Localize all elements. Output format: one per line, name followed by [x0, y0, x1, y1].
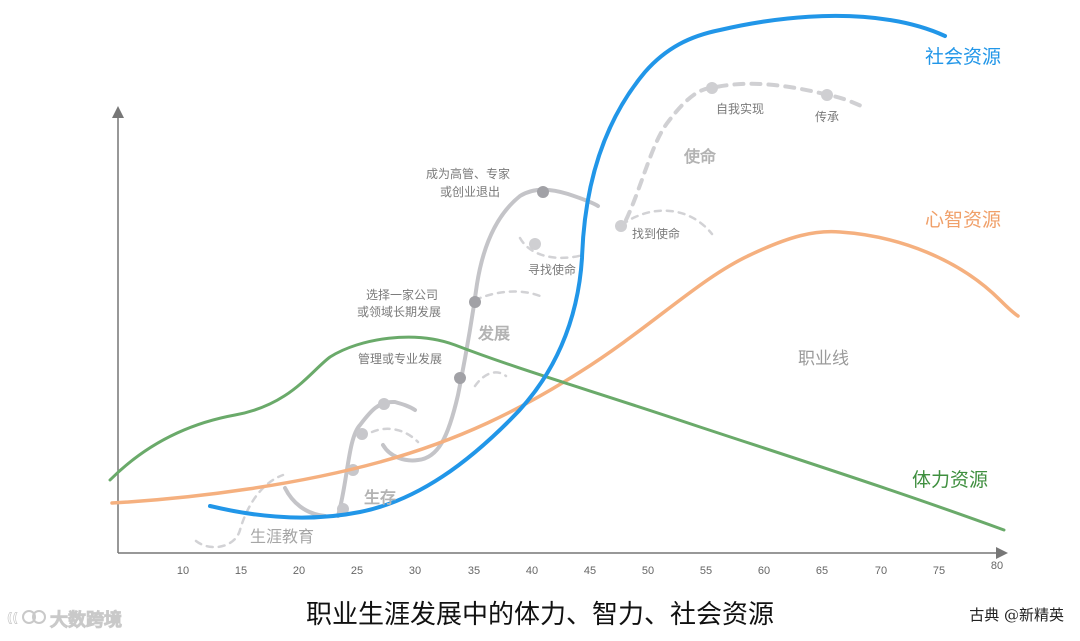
x-tick: 80	[991, 560, 1003, 572]
physical-resource-label: 体力资源	[912, 469, 988, 491]
stage-mission-label: 使命	[683, 147, 717, 166]
milestone-dot	[469, 296, 481, 308]
svg-text:((: ((	[7, 611, 18, 625]
note-company-line1: 选择一家公司	[366, 287, 438, 302]
watermark: (( 大数跨境	[6, 606, 123, 632]
stage-education-label: 生涯教育	[250, 527, 314, 546]
stage-survival-label: 生存	[364, 488, 396, 507]
note-management: 管理或专业发展	[358, 351, 442, 366]
watermark-text: 大数跨境	[50, 610, 123, 632]
mind-resource-curve	[110, 229, 1020, 505]
watermark-logo-icon: ((	[7, 610, 46, 625]
milestone-dot	[615, 220, 627, 232]
social-resource-label: 社会资源	[925, 46, 1001, 68]
physical-resource-curve	[108, 335, 1006, 532]
stage-development-label: 发展	[477, 324, 511, 343]
milestone-dot	[356, 428, 368, 440]
x-tick: 40	[526, 565, 538, 577]
author-credit: 古典 @新精英	[969, 606, 1064, 624]
x-tick: 65	[816, 565, 828, 577]
milestone-dot	[378, 398, 390, 410]
milestone-dot	[706, 82, 718, 94]
milestone-dot	[529, 238, 541, 250]
note-find-mission: 找到使命	[632, 226, 680, 241]
milestone-dot	[337, 503, 349, 515]
milestone-dots	[337, 82, 833, 515]
x-tick: 50	[642, 565, 654, 577]
social-resource-curve	[208, 13, 947, 520]
note-self-realization: 自我实现	[716, 101, 764, 116]
x-tick-labels: 10 15 20 25 30 35 40 45 50 55 60 65 70 7…	[177, 560, 1003, 577]
note-company-line2: 或领域长期发展	[357, 304, 441, 319]
x-tick: 45	[584, 565, 596, 577]
dashed-paths	[194, 81, 868, 549]
note-exec-line1: 成为高管、专家	[426, 166, 510, 181]
career-line-label: 职业线	[798, 349, 849, 369]
milestone-dot	[454, 372, 466, 384]
x-tick: 70	[875, 565, 887, 577]
note-exec-line2: 或创业退出	[440, 185, 500, 199]
note-seek-mission: 寻找使命	[528, 262, 576, 277]
diagram-caption: 职业生涯发展中的体力、智力、社会资源	[305, 600, 774, 630]
x-tick: 20	[293, 565, 305, 577]
x-tick: 75	[933, 565, 945, 577]
milestone-dot	[821, 89, 833, 101]
mind-resource-label: 心智资源	[925, 209, 1001, 231]
x-tick: 60	[758, 565, 770, 577]
note-legacy: 传承	[815, 109, 839, 124]
x-tick: 35	[468, 565, 480, 577]
x-tick: 10	[177, 565, 189, 577]
x-tick: 15	[235, 565, 247, 577]
milestone-dot	[537, 186, 549, 198]
x-tick: 30	[409, 565, 421, 577]
x-tick: 25	[351, 565, 363, 577]
x-tick: 55	[700, 565, 712, 577]
